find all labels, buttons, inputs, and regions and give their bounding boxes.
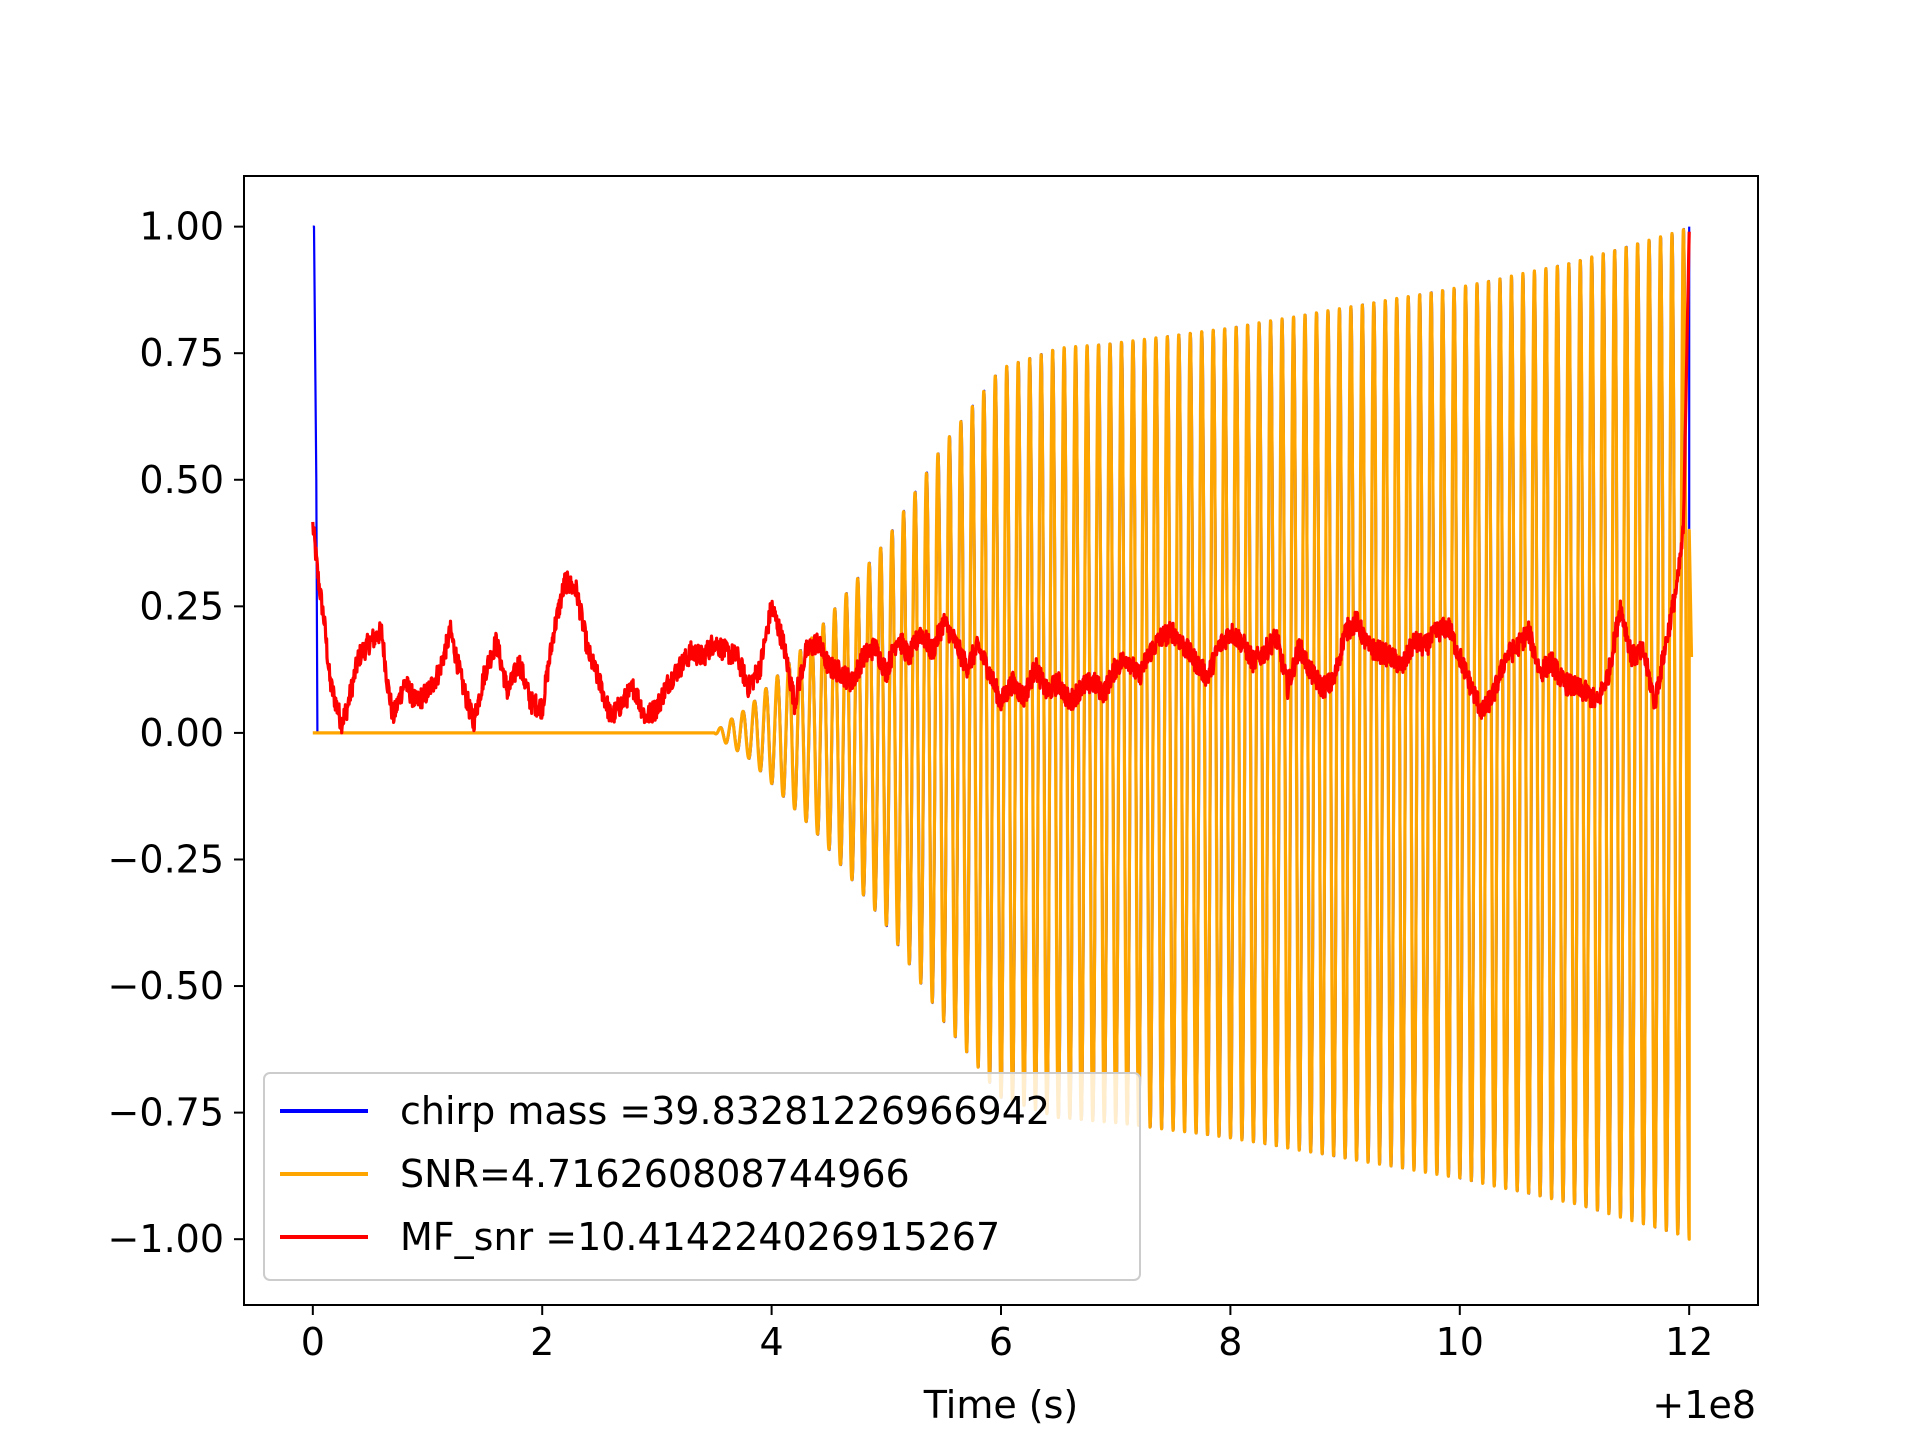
y-tick-label: −0.25 [108, 837, 224, 881]
y-tick-label: 0.75 [139, 331, 224, 375]
legend: chirp mass =39.83281226966942 SNR=4.71626… [263, 1072, 1141, 1281]
series-line [311, 231, 1691, 735]
y-tick-label: −0.75 [108, 1091, 224, 1135]
legend-label: chirp mass =39.83281226966942 [400, 1089, 1050, 1133]
y-tick-label: −1.00 [108, 1217, 224, 1261]
legend-label: SNR=4.716260808744966 [400, 1152, 910, 1196]
x-axis-label: Time (s) [923, 1383, 1079, 1427]
y-axis: 1.00 0.75 0.50 0.25 0.00 −0.25 −0.50 −0.75 −1.00 [108, 205, 244, 1261]
series-layer [311, 225, 1694, 1241]
x-tick-label: 2 [530, 1320, 554, 1364]
y-tick-label: 0.50 [139, 458, 224, 502]
x-tick-label: 4 [760, 1320, 784, 1364]
y-tick-label: 1.00 [139, 205, 224, 249]
legend-label: MF_snr =10.414224026915267 [400, 1215, 1000, 1259]
series-line [312, 228, 1694, 1241]
y-tick-label: −0.50 [108, 964, 224, 1008]
series-snr [312, 228, 1694, 1241]
x-axis-offset-label: +1e8 [1652, 1383, 1756, 1427]
x-tick-label: 8 [1218, 1320, 1242, 1364]
x-tick-label: 0 [301, 1320, 325, 1364]
x-axis: 0 2 4 6 8 10 12 [301, 1305, 1713, 1364]
series-mf-snr [311, 231, 1691, 735]
x-tick-label: 6 [989, 1320, 1013, 1364]
y-tick-label: 0.25 [139, 584, 224, 628]
legend-box [263, 1072, 1141, 1281]
x-tick-label: 12 [1665, 1320, 1713, 1364]
y-tick-label: 0.00 [139, 711, 224, 755]
x-tick-label: 10 [1436, 1320, 1484, 1364]
